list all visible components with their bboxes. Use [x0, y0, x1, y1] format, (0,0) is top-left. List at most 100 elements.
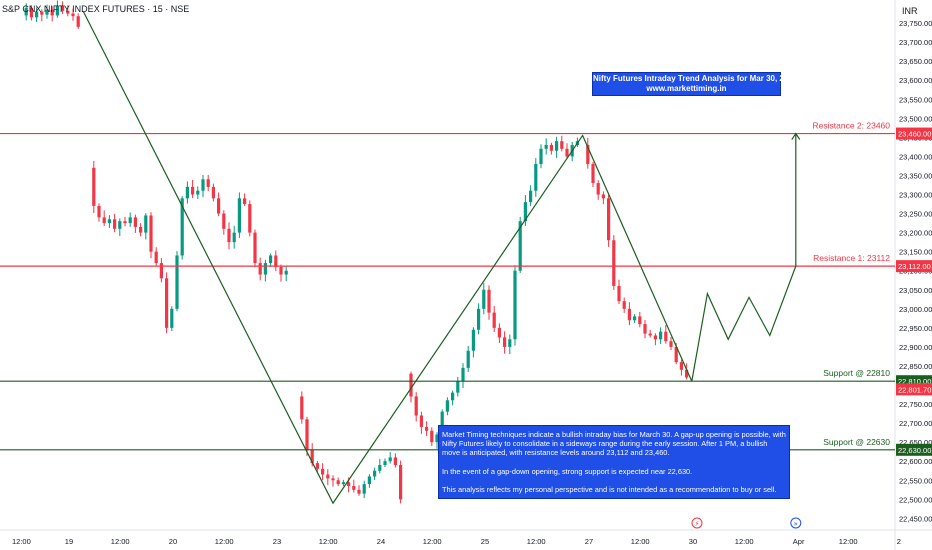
candle-body[interactable]: [97, 205, 101, 218]
candle-body[interactable]: [492, 312, 496, 328]
analysis-title-box[interactable]: Nifty Futures Intraday Trend Analysis fo…: [592, 72, 797, 96]
candle-body[interactable]: [596, 183, 600, 195]
candle-body[interactable]: [674, 346, 678, 363]
candle-body[interactable]: [633, 316, 637, 321]
candle-body[interactable]: [607, 198, 611, 241]
candle-body[interactable]: [477, 308, 481, 330]
candle-body[interactable]: [383, 461, 387, 466]
candle-body[interactable]: [430, 430, 434, 443]
candle-body[interactable]: [544, 144, 548, 149]
candle-body[interactable]: [118, 221, 122, 229]
candle-body[interactable]: [466, 350, 470, 368]
lightning-icon[interactable]: [691, 517, 703, 529]
candle-body[interactable]: [237, 198, 241, 233]
candle-body[interactable]: [248, 204, 252, 233]
candle-body[interactable]: [435, 434, 439, 443]
candle-body[interactable]: [310, 449, 314, 464]
candle-body[interactable]: [170, 308, 174, 328]
candle-body[interactable]: [451, 392, 455, 401]
candle-body[interactable]: [539, 148, 543, 165]
candle-body[interactable]: [315, 463, 319, 469]
candle-body[interactable]: [196, 190, 200, 195]
candle-body[interactable]: [180, 198, 184, 256]
candle-body[interactable]: [549, 144, 553, 151]
candle-body[interactable]: [518, 221, 522, 271]
candle-body[interactable]: [612, 240, 616, 286]
candle-body[interactable]: [425, 426, 429, 431]
candle-body[interactable]: [617, 285, 621, 302]
candle-body[interactable]: [300, 396, 304, 420]
candle-body[interactable]: [71, 13, 75, 17]
candle-body[interactable]: [388, 457, 392, 462]
candle-body[interactable]: [279, 266, 283, 275]
candle-body[interactable]: [102, 217, 106, 224]
candle-body[interactable]: [227, 228, 231, 243]
candle-body[interactable]: [76, 16, 80, 27]
candle-body[interactable]: [243, 198, 247, 205]
candle-body[interactable]: [445, 400, 449, 412]
currency-label[interactable]: INR: [902, 6, 918, 16]
candle-body[interactable]: [159, 263, 163, 279]
candle-body[interactable]: [40, 11, 44, 15]
candle-body[interactable]: [206, 179, 210, 187]
candle-body[interactable]: [217, 198, 221, 214]
candle-body[interactable]: [326, 474, 330, 479]
candle-body[interactable]: [35, 11, 39, 18]
projection-path[interactable]: [691, 133, 797, 382]
forward-icon[interactable]: [790, 517, 802, 529]
analysis-note-box[interactable]: Market Timing techniques indicate a bull…: [438, 425, 790, 500]
candle-body[interactable]: [352, 485, 356, 490]
candle-body[interactable]: [258, 263, 262, 275]
candle-body[interactable]: [347, 482, 351, 486]
candle-body[interactable]: [503, 337, 507, 347]
candle-body[interactable]: [191, 186, 195, 195]
candle-body[interactable]: [154, 251, 158, 264]
candle-body[interactable]: [66, 10, 70, 14]
candle-body[interactable]: [362, 484, 366, 494]
candle-body[interactable]: [378, 465, 382, 471]
candle-body[interactable]: [653, 335, 657, 340]
candle-body[interactable]: [284, 270, 288, 275]
candle-body[interactable]: [601, 194, 605, 199]
candle-body[interactable]: [487, 289, 491, 313]
candle-body[interactable]: [341, 482, 345, 485]
candle-body[interactable]: [409, 373, 413, 397]
candle-body[interactable]: [638, 316, 642, 325]
candle-body[interactable]: [263, 263, 267, 275]
candle-body[interactable]: [336, 480, 340, 485]
candle-body[interactable]: [399, 465, 403, 500]
candle-body[interactable]: [165, 278, 169, 328]
candle-body[interactable]: [144, 215, 148, 233]
candle-body[interactable]: [622, 301, 626, 309]
candle-body[interactable]: [128, 217, 132, 224]
candle-body[interactable]: [555, 141, 559, 151]
candle-body[interactable]: [393, 457, 397, 466]
candle-body[interactable]: [50, 9, 54, 16]
candle-body[interactable]: [373, 470, 377, 477]
candle-body[interactable]: [357, 489, 361, 494]
candle-body[interactable]: [669, 341, 673, 347]
candle-body[interactable]: [497, 327, 501, 338]
candle-body[interactable]: [185, 186, 189, 199]
candle-body[interactable]: [482, 289, 486, 309]
candle-body[interactable]: [211, 186, 215, 199]
candle-body[interactable]: [664, 331, 668, 342]
candle-body[interactable]: [419, 415, 423, 427]
candle-body[interactable]: [440, 411, 444, 435]
candle-body[interactable]: [643, 324, 647, 334]
candle-body[interactable]: [61, 5, 65, 11]
candle-body[interactable]: [253, 232, 257, 264]
candle-body[interactable]: [24, 7, 28, 16]
candle-body[interactable]: [113, 219, 117, 229]
candle-body[interactable]: [269, 255, 273, 264]
candle-body[interactable]: [175, 255, 179, 309]
candle-body[interactable]: [534, 164, 538, 191]
candle-body[interactable]: [508, 339, 512, 347]
candle-body[interactable]: [456, 381, 460, 393]
candle-body[interactable]: [513, 270, 517, 340]
trend-line[interactable]: [82, 11, 693, 505]
candle-body[interactable]: [92, 167, 96, 206]
candle-body[interactable]: [591, 164, 595, 184]
